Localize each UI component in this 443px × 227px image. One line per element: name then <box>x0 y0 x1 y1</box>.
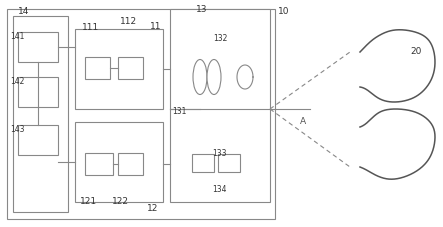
Text: 10: 10 <box>278 7 289 16</box>
Text: 20: 20 <box>410 47 421 56</box>
FancyBboxPatch shape <box>85 57 110 79</box>
Ellipse shape <box>207 59 221 94</box>
Text: 134: 134 <box>212 185 226 194</box>
FancyBboxPatch shape <box>118 153 143 175</box>
Text: 141: 141 <box>10 32 24 41</box>
FancyBboxPatch shape <box>118 57 143 79</box>
Text: 14: 14 <box>18 7 29 16</box>
FancyBboxPatch shape <box>18 125 58 155</box>
Text: 13: 13 <box>196 5 207 14</box>
Text: 132: 132 <box>213 34 227 43</box>
Text: 133: 133 <box>212 149 226 158</box>
FancyBboxPatch shape <box>18 32 58 62</box>
Text: 111: 111 <box>82 23 99 32</box>
FancyBboxPatch shape <box>75 122 163 202</box>
FancyBboxPatch shape <box>192 154 214 172</box>
Text: 143: 143 <box>10 125 24 134</box>
FancyBboxPatch shape <box>18 77 58 107</box>
FancyBboxPatch shape <box>75 29 163 109</box>
Text: 112: 112 <box>120 17 137 26</box>
FancyBboxPatch shape <box>13 16 68 212</box>
Text: 121: 121 <box>80 197 97 206</box>
FancyBboxPatch shape <box>170 9 270 202</box>
FancyBboxPatch shape <box>218 154 240 172</box>
FancyBboxPatch shape <box>85 153 113 175</box>
Ellipse shape <box>193 59 207 94</box>
FancyBboxPatch shape <box>7 9 275 219</box>
Text: 122: 122 <box>112 197 129 206</box>
Text: A: A <box>300 117 306 126</box>
Text: 131: 131 <box>172 107 187 116</box>
Text: 11: 11 <box>150 22 162 31</box>
Text: 142: 142 <box>10 77 24 86</box>
Text: 12: 12 <box>147 204 159 213</box>
